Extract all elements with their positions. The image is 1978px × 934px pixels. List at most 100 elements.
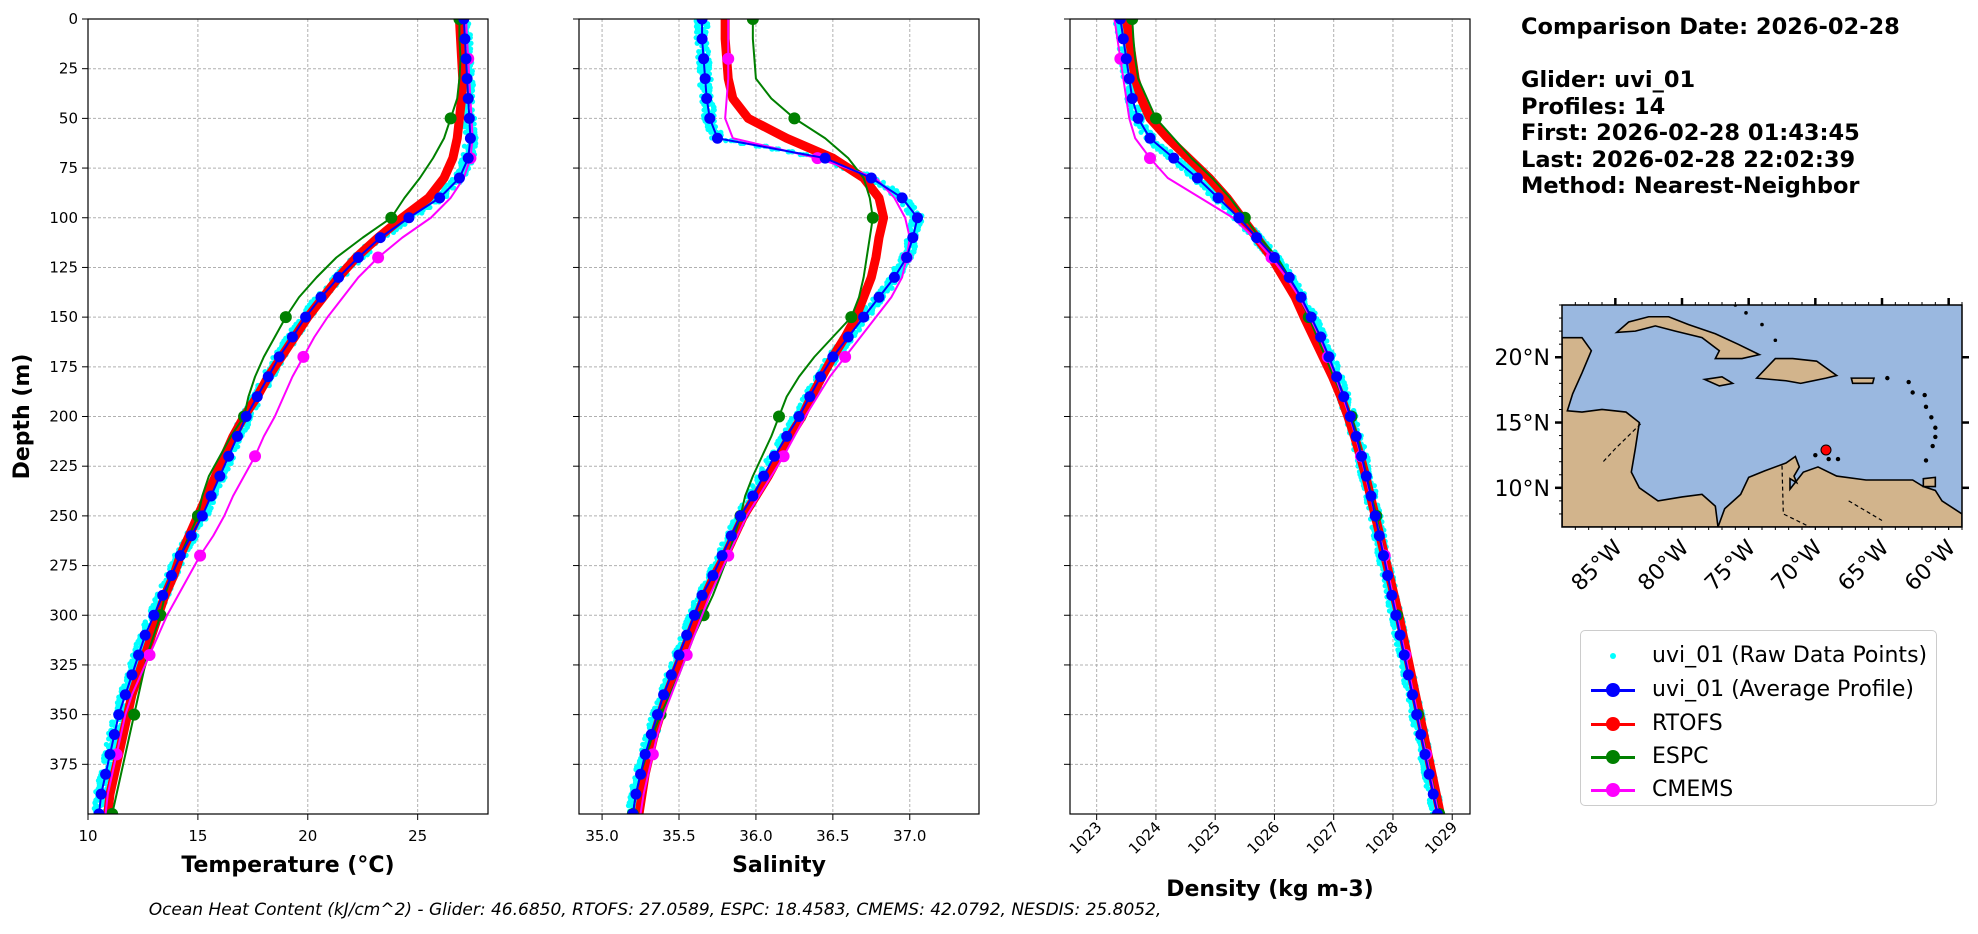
land-cuba xyxy=(1614,315,1762,360)
x-tick-label: 1028 xyxy=(1362,818,1402,858)
map-lon-label: 65°W xyxy=(1834,535,1895,596)
series-marker-average xyxy=(1132,112,1144,124)
legend-raw-marker xyxy=(1610,653,1616,659)
series-marker-average xyxy=(1365,490,1377,502)
land-small-island xyxy=(1826,456,1831,462)
x-axis-label: Salinity xyxy=(732,853,826,878)
land-south-america xyxy=(1717,455,1962,527)
series-marker-average xyxy=(699,73,711,85)
x-tick-label: 1025 xyxy=(1184,818,1224,858)
series-marker-average xyxy=(214,470,226,482)
raw-data-point xyxy=(1178,165,1185,172)
land-small-island xyxy=(1933,425,1938,430)
legend-item-raw: uvi_01 (Raw Data Points) xyxy=(1581,641,1936,671)
series-marker-cmems xyxy=(372,251,385,264)
x-axis-label: Temperature (°C) xyxy=(181,853,394,878)
raw-data-point xyxy=(705,23,711,30)
series-marker-average xyxy=(333,271,345,283)
series-marker-average xyxy=(651,709,663,721)
x-axis-label: Density (kg m-3) xyxy=(1166,877,1374,902)
raw-data-point xyxy=(859,321,865,327)
legend-raw-label: uvi_01 (Raw Data Points) xyxy=(1652,643,1928,668)
y-tick-label: 25 xyxy=(59,60,78,78)
raw-data-point xyxy=(654,700,660,706)
series-marker-average xyxy=(735,510,747,522)
land-bahamas-island xyxy=(1760,322,1764,327)
raw-data-point xyxy=(900,202,906,208)
series-marker-average xyxy=(1411,709,1423,721)
land-small-island xyxy=(1929,415,1934,420)
series-marker-average xyxy=(888,271,900,283)
glider-position-marker xyxy=(1820,444,1832,456)
series-marker-average xyxy=(758,470,770,482)
series-marker-average xyxy=(462,93,474,104)
series-marker-average xyxy=(231,430,243,442)
series-marker-average xyxy=(108,729,120,740)
comparison-date-text: Comparison Date: 2026-02-28 xyxy=(1521,14,1900,40)
y-tick-label: 100 xyxy=(49,209,78,227)
series-marker-espc xyxy=(788,112,801,125)
legend-item-rtofs: RTOFS xyxy=(1581,709,1936,739)
series-marker-average xyxy=(286,331,298,343)
series-marker-espc xyxy=(1149,112,1162,125)
legend-item-average: uvi_01 (Average Profile) xyxy=(1581,675,1936,705)
series-marker-average xyxy=(166,570,178,581)
raw-data-point xyxy=(419,210,425,216)
land-small-island xyxy=(1933,434,1938,440)
land-small-island xyxy=(1923,404,1929,410)
land-small-island xyxy=(1923,458,1929,463)
series-marker-cmems xyxy=(722,52,735,65)
series-marker-cmems xyxy=(680,649,693,661)
land-small-island xyxy=(1835,456,1841,462)
series-marker-average xyxy=(688,609,700,621)
series-marker-average xyxy=(1283,271,1295,283)
series-marker-average xyxy=(1331,371,1343,383)
raw-data-point xyxy=(856,327,862,333)
panel-frame xyxy=(1069,18,1471,815)
series-marker-average xyxy=(315,291,327,303)
series-marker-average xyxy=(725,530,737,542)
series-marker-average xyxy=(842,331,854,343)
series-marker-espc xyxy=(746,19,759,25)
raw-data-point xyxy=(462,129,469,135)
series-marker-average xyxy=(1191,172,1203,184)
first-time-text: First: 2026-02-28 01:43:45 xyxy=(1521,120,1860,146)
y-tick-label: 275 xyxy=(49,557,78,575)
series-marker-average xyxy=(635,768,647,780)
series-marker-average xyxy=(95,788,107,800)
series-marker-average xyxy=(126,669,138,681)
x-tick-label: 35.5 xyxy=(662,827,695,845)
series-marker-average xyxy=(148,609,160,621)
raw-data-point xyxy=(1150,143,1157,149)
series-marker-average xyxy=(205,490,217,502)
series-marker-average xyxy=(113,709,125,721)
series-marker-average xyxy=(873,291,885,303)
series-marker-average xyxy=(100,768,112,780)
series-marker-average xyxy=(1117,33,1129,45)
y-tick-label: 75 xyxy=(59,159,78,177)
series-marker-cmems xyxy=(249,450,262,463)
x-tick-label: 1027 xyxy=(1303,818,1343,858)
ocean-heat-content-footer: Ocean Heat Content (kJ/cm^2) - Glider: 4… xyxy=(148,900,1162,920)
x-tick-label: 1026 xyxy=(1244,818,1284,858)
land-small-island xyxy=(1885,375,1890,381)
raw-data-point xyxy=(888,285,895,291)
raw-data-point xyxy=(1410,722,1416,728)
series-marker-average xyxy=(827,351,839,363)
series-marker-average xyxy=(681,629,693,641)
series-marker-average xyxy=(403,212,415,224)
series-marker-average xyxy=(251,391,263,403)
series-marker-average xyxy=(1360,470,1372,482)
land-small-island xyxy=(1906,379,1911,385)
series-marker-average xyxy=(157,589,169,601)
series-marker-average xyxy=(793,411,805,422)
y-tick-label: 250 xyxy=(49,507,78,525)
map-lat-label: 20°N xyxy=(1495,346,1550,371)
profile-count-text: Profiles: 14 xyxy=(1521,93,1666,120)
series-marker-espc xyxy=(385,211,398,224)
glider-name-text: Glider: uvi_01 xyxy=(1521,67,1696,93)
series-marker-average xyxy=(1390,609,1402,621)
panel-2: 1023 1024 1025 1026 1027 1028 1029 Density (kg … xyxy=(1064,18,1471,902)
legend-cmems-marker xyxy=(1606,783,1620,797)
series-marker-average xyxy=(911,212,923,224)
